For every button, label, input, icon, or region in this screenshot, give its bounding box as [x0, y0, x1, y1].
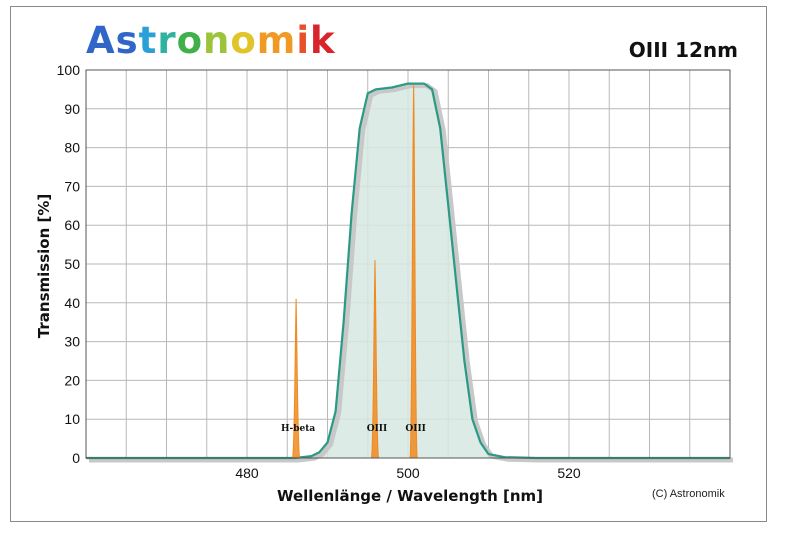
y-tick-label: 70: [64, 178, 80, 194]
logo-letter: i: [296, 19, 311, 62]
x-tick-label: 480: [235, 465, 259, 481]
logo-letter: m: [256, 19, 297, 62]
logo-letter: k: [310, 19, 336, 62]
filter-curve-fill: [86, 83, 730, 458]
logo-letter: t: [138, 19, 158, 62]
emission-line-label: OIII: [367, 424, 387, 434]
x-tick-label: 520: [557, 465, 581, 481]
logo-letter: r: [157, 19, 177, 62]
y-tick-label: 50: [64, 256, 80, 272]
y-tick-label: 20: [64, 372, 80, 388]
y-tick-label: 90: [64, 101, 80, 117]
filter-curve-layer: [86, 82, 733, 463]
logo-letter: n: [203, 19, 231, 62]
emission-line-peak: [370, 260, 380, 459]
plot-border: [85, 69, 731, 459]
emission-line-peak: [291, 298, 301, 459]
logo-letter: s: [115, 19, 139, 62]
y-axis-label: Transmission [%]: [35, 194, 53, 338]
logo-letter: A: [86, 19, 116, 62]
emission-lines-layer: H-beta OIII OIII: [281, 85, 426, 459]
filter-curve-shadow: [89, 83, 733, 463]
y-tick-label: 10: [64, 411, 80, 427]
y-tick-labels: 0 10 20 30 40 50 60 70 80 90 100: [57, 62, 81, 466]
copyright-note: (C) Astronomik: [652, 488, 725, 500]
y-tick-label: 60: [64, 217, 80, 233]
astronomik-logo: Astronomik: [86, 22, 336, 59]
x-axis-label: Wellenlänge / Wavelength [nm]: [277, 487, 543, 505]
x-tick-labels: 480 500 520: [235, 465, 581, 481]
y-tick-label: 30: [64, 334, 80, 350]
filter-curve-line: [86, 82, 730, 460]
y-tick-label: 40: [64, 295, 80, 311]
emission-line-peak: [409, 85, 419, 459]
y-tick-label: 80: [64, 140, 80, 156]
y-tick-label: 0: [72, 450, 80, 466]
logo-letter: o: [176, 19, 204, 62]
emission-line-label: OIII: [405, 424, 425, 434]
filter-title: OIII 12nm: [628, 38, 738, 62]
logo-letter: o: [230, 19, 257, 62]
x-tick-label: 500: [396, 465, 420, 481]
emission-line-label: H-beta: [281, 424, 315, 434]
y-tick-label: 100: [57, 62, 81, 78]
